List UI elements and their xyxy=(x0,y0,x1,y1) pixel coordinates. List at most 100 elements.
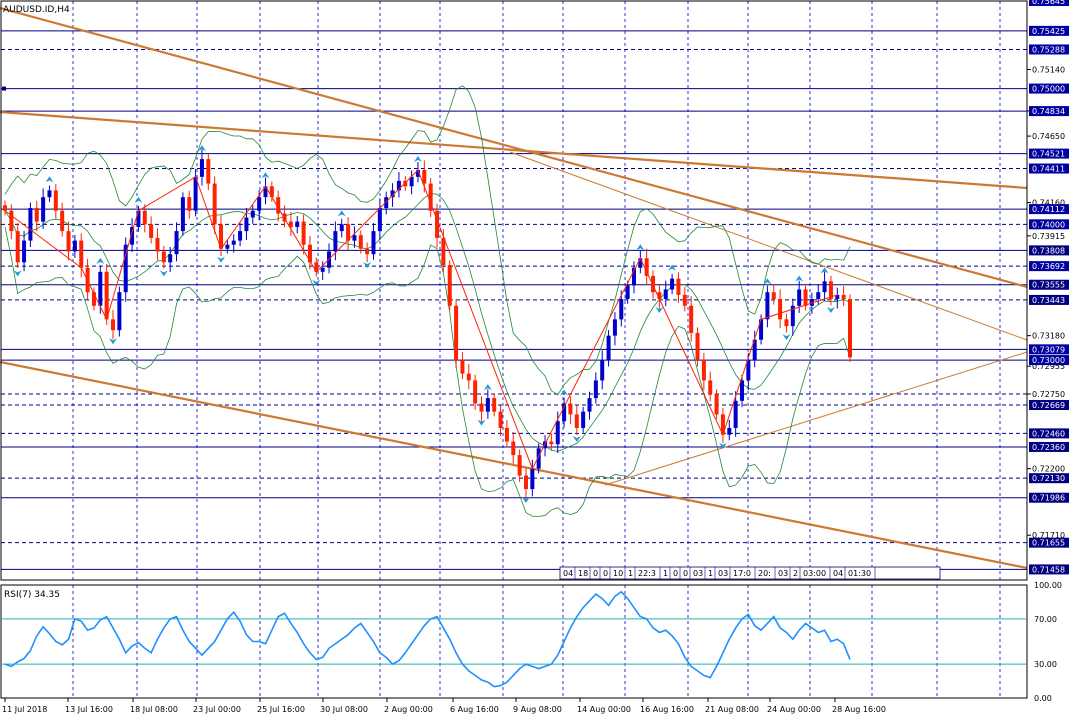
x-axis-label: 2 Aug 00:00 xyxy=(384,705,433,714)
candle-body xyxy=(307,244,312,263)
x-axis-label: 13 Jul 16:00 xyxy=(65,705,113,714)
candle-body xyxy=(47,190,52,198)
price-level-label: 0.74834 xyxy=(1032,107,1065,116)
price-level-label: 0.74411 xyxy=(1032,165,1065,174)
candle-body xyxy=(104,271,109,320)
candle-body xyxy=(689,305,694,333)
price-level-label: 0.73079 xyxy=(1032,345,1065,354)
time-strip-label: 1 xyxy=(628,569,633,578)
candle-body xyxy=(22,240,27,263)
candle-body xyxy=(295,221,300,228)
candle-body xyxy=(206,159,211,184)
price-level-box xyxy=(1029,245,1069,256)
candle-body xyxy=(790,305,795,327)
price-level-label: 0.73692 xyxy=(1032,262,1065,271)
candle-body xyxy=(320,267,325,272)
trendline xyxy=(509,151,1028,341)
fractal-up-arrow xyxy=(763,278,772,285)
fractal-up-arrow xyxy=(483,384,492,391)
candle-body xyxy=(574,414,579,428)
candle-body xyxy=(371,231,376,255)
time-strip: 04 18 0 0 10 1 22:3 1 0 0 03 1 03 17:0 20: 03 2 03:00 04 01… xyxy=(559,566,941,580)
candle-body xyxy=(79,240,84,268)
fractal-up-arrow xyxy=(197,145,206,152)
rsi-tick-label: 100.00 xyxy=(1034,581,1062,590)
time-strip-label: 03 xyxy=(778,569,788,578)
candle-body xyxy=(708,380,713,395)
candle-body xyxy=(276,197,281,214)
candle-body xyxy=(727,427,732,435)
candle-body xyxy=(739,380,744,401)
fractal-up-arrow xyxy=(795,275,804,282)
candle-body xyxy=(816,292,821,299)
x-axis-label: 11 Jul 2018 xyxy=(2,705,47,714)
candle-body xyxy=(606,335,611,361)
fractal-down-arrow xyxy=(217,256,226,263)
candle-body xyxy=(244,217,249,232)
fractal-up-arrow xyxy=(636,244,645,251)
symbol-label: AUDUSD.ID,H4 xyxy=(3,5,70,15)
fractal-up-arrow xyxy=(45,176,54,183)
candle-body xyxy=(53,190,58,211)
candle-body xyxy=(60,210,65,232)
candle-body xyxy=(568,403,573,415)
time-strip-label: 2 xyxy=(793,569,798,578)
candle-body xyxy=(428,183,433,211)
trendline xyxy=(0,6,1028,289)
time-strip-label: 1 xyxy=(708,569,713,578)
candle-body xyxy=(333,231,338,252)
candles xyxy=(3,149,852,499)
candle-body xyxy=(390,190,395,198)
candle-body xyxy=(263,186,268,198)
candle-body xyxy=(822,281,827,293)
candle-body xyxy=(396,180,401,191)
candle-body xyxy=(435,210,440,238)
price-level-box xyxy=(1029,355,1069,366)
price-level-box xyxy=(1029,106,1069,117)
price-level-box xyxy=(1029,537,1069,548)
candle-body xyxy=(193,176,198,211)
candle-body xyxy=(733,400,738,428)
price-tick-label: 0.72200 xyxy=(1032,465,1065,474)
candle-body xyxy=(66,231,71,252)
price-level-box xyxy=(1029,279,1069,290)
price-level-box xyxy=(1029,204,1069,215)
candle-body xyxy=(155,237,160,252)
price-level-label: 0.74000 xyxy=(1032,220,1065,229)
trendline xyxy=(0,110,1028,190)
candle-body xyxy=(663,289,668,299)
x-axis-label: 9 Aug 08:00 xyxy=(513,705,562,714)
x-axis-label: 30 Jul 08:00 xyxy=(320,705,368,714)
candle-body xyxy=(98,271,103,306)
candle-body xyxy=(841,294,846,299)
fractal-up-arrow xyxy=(337,210,346,217)
fractal-down-arrow xyxy=(655,306,664,313)
price-level-box xyxy=(1029,344,1069,355)
price-level-box xyxy=(1029,294,1069,305)
price-level-label: 0.73443 xyxy=(1032,296,1065,305)
candle-body xyxy=(530,468,535,490)
time-strip-label: 18 xyxy=(578,569,588,578)
trendline xyxy=(604,351,1028,486)
candle-body xyxy=(612,319,617,336)
price-level-box xyxy=(1029,44,1069,55)
candle-body xyxy=(447,265,452,306)
candle-body xyxy=(149,224,154,238)
candle-body xyxy=(682,294,687,306)
candle-body xyxy=(765,292,770,320)
fractal-down-arrow xyxy=(782,334,791,341)
price-level-box xyxy=(1029,428,1069,439)
candle-body xyxy=(511,441,516,456)
candle-body xyxy=(695,332,700,361)
fractal-down-arrow xyxy=(159,270,168,277)
candle-body xyxy=(631,267,636,286)
candle-body xyxy=(117,292,122,331)
candle-body xyxy=(346,224,351,241)
price-level-label: 0.72130 xyxy=(1032,474,1065,483)
candle-body xyxy=(848,298,852,358)
candle-body xyxy=(479,403,484,412)
candle-body xyxy=(759,319,764,340)
candle-body xyxy=(219,224,224,249)
candle-body xyxy=(657,292,662,299)
